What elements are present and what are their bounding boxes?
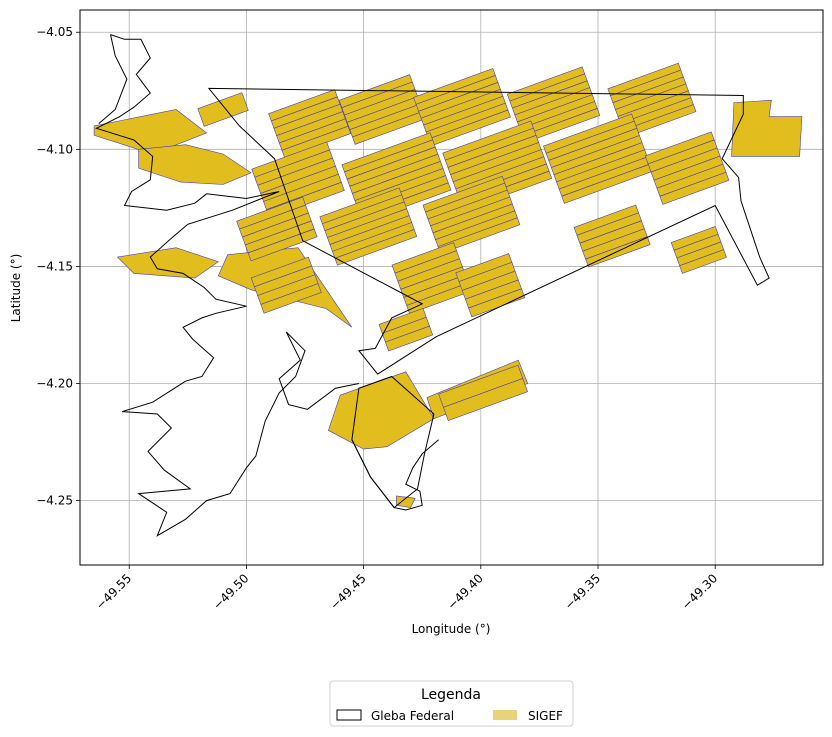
sigef-parcel [247,228,318,262]
sigef-parcel [138,144,252,185]
plot-frame [79,9,824,566]
sigef-parcel [260,283,322,314]
sigef-block [319,187,418,266]
sigef-block [670,226,727,274]
sigef-parcel [443,378,528,421]
sigef-block [438,364,528,421]
x-axis-label: Longitude (°) [412,622,491,636]
sigef-parcel [385,325,434,352]
sigef-block [644,131,730,205]
y-tick-label: −4.05 [36,25,73,39]
y-tick-label: −4.20 [36,377,73,391]
gleba-shoreline [98,34,128,124]
sigef-block [236,196,318,262]
gleba-polygon [207,87,770,375]
legend-title: Legenda [421,687,481,703]
sigef-parcel [334,229,418,266]
sigef-parcel [116,247,219,279]
sigef-parcel [585,236,651,268]
sigef-block [573,204,651,268]
legend-label-gleba: Gleba Federal [371,709,454,723]
legend-swatch-gleba [336,709,362,721]
y-tick-label: −4.25 [36,494,73,508]
sigef-parcels [93,62,803,508]
sigef-block [197,92,249,127]
sigef-block [268,89,352,159]
y-tick-label: −4.10 [36,142,73,156]
sigef-parcel [93,109,208,155]
y-ticks: −4.05 −4.10 −4.15 −4.20 −4.25 [36,25,80,508]
sigef-block [506,66,601,144]
y-tick-label: −4.15 [36,259,73,273]
sigef-block [543,113,653,204]
legend: Legenda Gleba Federal SIGEF [329,680,574,727]
sigef-block [338,74,427,145]
legend-swatch-sigef [493,710,517,720]
sigef-block [341,132,452,223]
gleba-shoreline [351,439,439,511]
sigef-block [250,256,322,314]
sigef-block [607,62,697,138]
gleba-shoreline [95,34,359,537]
sigef-parcel [197,92,249,127]
sigef-block [455,253,526,318]
sigef-parcel [679,249,727,274]
sigef-block [378,308,434,352]
gleba-federal-outline [95,34,770,537]
sigef-parcel [659,171,730,205]
sigef-parcel [396,495,416,508]
legend-label-sigef: SIGEF [528,709,563,723]
sigef-parcel [731,99,803,157]
sigef-block [422,175,521,254]
sigef-block [413,68,511,147]
sigef-block [391,242,472,314]
sigef-block [442,120,553,211]
y-axis-label: Latitude (°) [9,254,23,323]
